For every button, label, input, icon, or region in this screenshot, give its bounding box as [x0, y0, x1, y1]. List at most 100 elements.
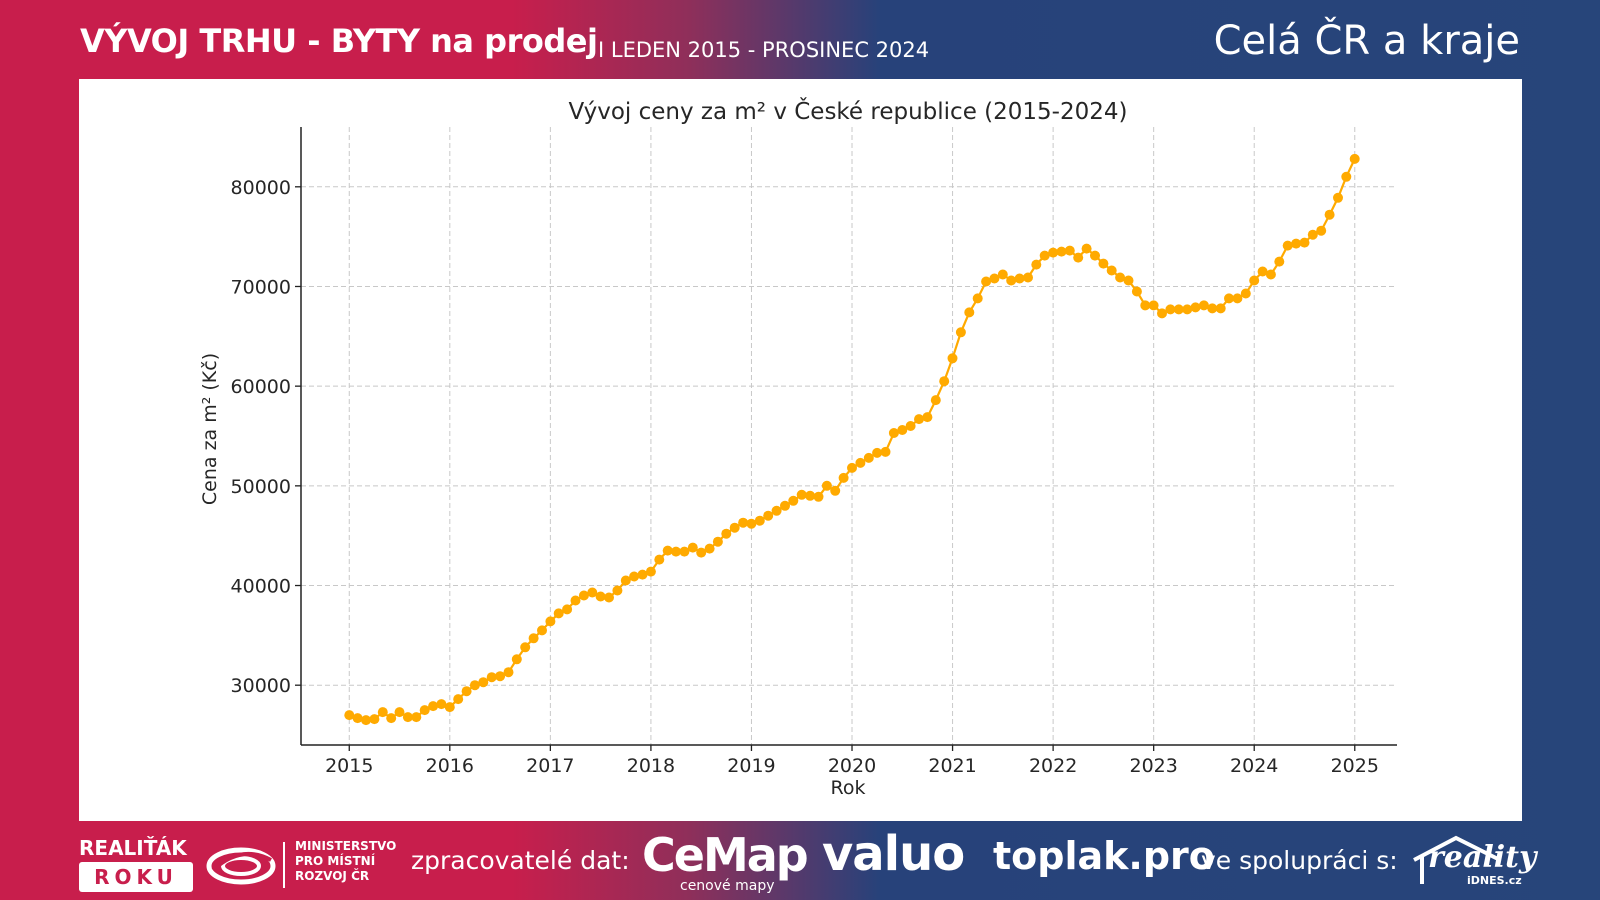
data-point [838, 472, 849, 483]
data-point [1299, 237, 1310, 248]
ministry-logo-icon [206, 847, 276, 885]
data-point [754, 515, 765, 526]
y-tick-label: 40000 [231, 576, 291, 598]
collaboration-label: ve spolupráci s: [1201, 846, 1398, 875]
data-point [570, 595, 581, 606]
y-tick-label: 30000 [231, 675, 291, 697]
date-range-subtitle: I LEDEN 2015 - PROSINEC 2024 [598, 38, 930, 62]
data-point [1039, 250, 1050, 261]
data-point [939, 376, 950, 387]
data-point [922, 412, 933, 423]
data-point [964, 307, 975, 318]
data-point [1165, 304, 1176, 315]
data-point [419, 705, 430, 716]
data-point [1056, 246, 1067, 257]
data-point [712, 536, 723, 547]
data-point [402, 712, 413, 723]
data-point [1023, 272, 1033, 283]
data-point [671, 546, 681, 557]
y-tick-label: 70000 [231, 276, 291, 298]
data-point [704, 543, 715, 554]
data-point [1031, 259, 1042, 270]
y-tick-label: 80000 [231, 177, 291, 199]
data-point [1014, 273, 1025, 284]
data-point [1081, 243, 1092, 254]
data-point [604, 592, 614, 603]
data-point [1240, 288, 1251, 299]
data-point [1006, 275, 1017, 286]
data-point [1324, 209, 1335, 220]
x-tick-label: 2016 [426, 755, 474, 777]
x-tick-label: 2025 [1331, 755, 1379, 777]
data-point [394, 707, 405, 718]
data-point [1182, 304, 1193, 315]
data-point [612, 585, 623, 596]
data-point [738, 517, 749, 528]
data-point [511, 654, 522, 665]
ministry-divider [283, 842, 285, 888]
data-point [1215, 303, 1226, 314]
price-line-chart: Vývoj ceny za m² v České republice (2015… [199, 97, 1397, 799]
data-point [620, 575, 631, 586]
data-point [1316, 225, 1327, 236]
data-point [352, 713, 363, 724]
data-point [453, 694, 464, 705]
chart-panel: Vývoj ceny za m² v České republice (2015… [79, 79, 1522, 821]
data-point [1115, 272, 1126, 283]
data-point [880, 446, 891, 457]
data-point [788, 495, 799, 506]
data-point [1140, 300, 1151, 311]
data-point [537, 625, 547, 636]
data-point [578, 590, 589, 601]
data-point [1224, 293, 1234, 304]
data-point [989, 273, 1000, 284]
data-point [411, 712, 422, 723]
data-point [1131, 286, 1142, 297]
data-point [545, 616, 556, 627]
x-tick-label: 2018 [627, 755, 675, 777]
series-layer [344, 153, 1360, 726]
data-point [478, 677, 489, 688]
data-point [503, 667, 514, 678]
data-point [1148, 300, 1159, 311]
data-point [930, 395, 941, 406]
data-point [587, 587, 598, 598]
data-point [830, 485, 841, 496]
data-point [972, 293, 983, 304]
x-tick-label: 2021 [928, 755, 976, 777]
data-point [1106, 265, 1117, 276]
data-point [721, 528, 732, 539]
data-processors-label: zpracovatelé dat: [411, 846, 630, 875]
data-point [813, 491, 824, 502]
data-point [386, 713, 397, 724]
data-point [780, 500, 790, 511]
data-point [863, 452, 874, 463]
data-point [1265, 269, 1276, 280]
realitak-badge: ROKU [79, 862, 193, 892]
data-point [897, 425, 908, 435]
data-point [495, 671, 506, 682]
data-point [662, 545, 673, 556]
data-point [687, 542, 698, 553]
data-point [428, 701, 439, 712]
data-point [1207, 303, 1218, 314]
data-point [1349, 153, 1360, 164]
x-tick-label: 2022 [1029, 755, 1077, 777]
ministry-line-1: MINISTERSTVO [295, 839, 397, 853]
data-point [1173, 304, 1184, 315]
data-point [344, 710, 355, 721]
data-point [461, 686, 472, 697]
data-point [1048, 247, 1059, 258]
x-tick-label: 2015 [325, 755, 373, 777]
house-roof-icon [1413, 835, 1501, 884]
data-point [629, 571, 640, 582]
data-point [771, 505, 782, 516]
data-point [763, 510, 774, 521]
header: VÝVOJ TRHU - BYTY na prodej I LEDEN 2015… [0, 0, 1600, 80]
data-point [645, 566, 656, 577]
data-point [377, 707, 388, 718]
data-point [361, 715, 371, 726]
footer: REALIŤÁK ROKU MINISTERSTVO PRO MÍSTNÍ RO… [0, 822, 1600, 900]
data-point [847, 462, 857, 473]
data-point [855, 457, 866, 468]
